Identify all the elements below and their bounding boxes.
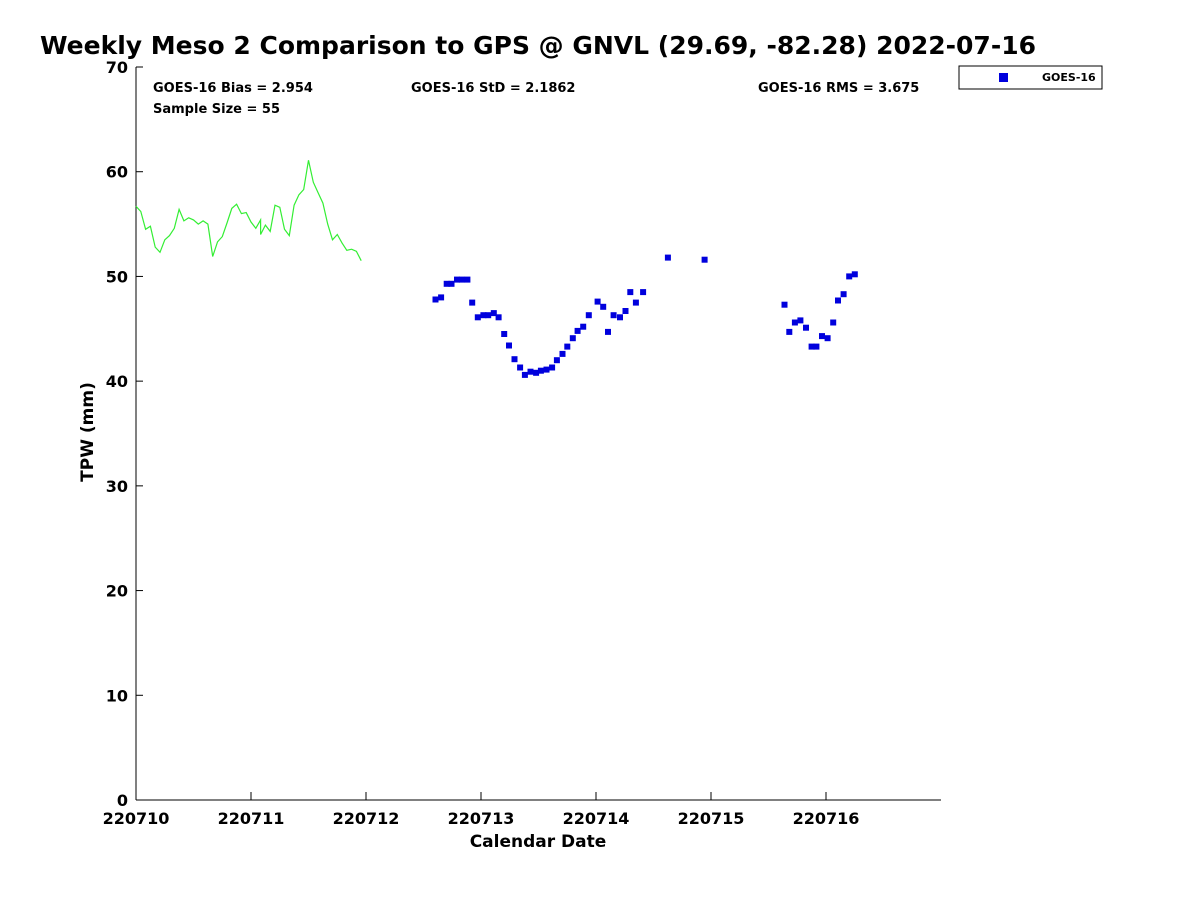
- legend-marker-goes16: [999, 73, 1008, 82]
- y-tick-label: 10: [106, 686, 128, 705]
- stat-bias: GOES-16 Bias = 2.954: [153, 81, 313, 96]
- goes16-point: [824, 335, 831, 342]
- y-tick-label: 0: [117, 791, 128, 810]
- goes16-point: [808, 343, 815, 350]
- goes16-point: [564, 343, 571, 350]
- y-axis-label: TPW (mm): [78, 382, 98, 482]
- goes16-point: [469, 299, 476, 306]
- stat-sample-size: Sample Size = 55: [153, 102, 280, 117]
- goes16-point: [432, 296, 439, 303]
- x-tick-label: 220715: [678, 809, 745, 828]
- x-tick-label: 220714: [563, 809, 630, 828]
- goes16-point: [622, 308, 629, 314]
- goes16-point: [600, 303, 607, 310]
- goes16-point: [851, 271, 858, 278]
- x-tick-label: 220713: [448, 809, 515, 828]
- goes16-point: [458, 276, 465, 283]
- goes16-point: [813, 343, 820, 350]
- goes16-point: [791, 319, 798, 326]
- y-tick-label: 40: [106, 372, 128, 391]
- goes16-point: [797, 317, 804, 324]
- goes16-point: [537, 367, 544, 374]
- goes16-point: [543, 366, 550, 373]
- goes16-point: [627, 289, 634, 296]
- goes16-point: [511, 356, 518, 363]
- goes16-point: [485, 312, 492, 319]
- y-tick-label: 50: [106, 267, 128, 286]
- goes16-point: [605, 328, 611, 335]
- goes16-point: [617, 314, 623, 321]
- goes16-point: [610, 312, 617, 319]
- goes16-point: [803, 324, 809, 331]
- goes16-point: [830, 319, 837, 326]
- legend-box: [958, 65, 1103, 90]
- goes16-point: [501, 331, 508, 337]
- goes16-point: [533, 369, 540, 376]
- goes16-point: [585, 312, 592, 319]
- chart-title: Weekly Meso 2 Comparison to GPS @ GNVL (…: [40, 31, 1036, 60]
- goes16-point: [517, 364, 524, 371]
- goes16-point: [580, 323, 587, 330]
- goes16-point: [553, 357, 560, 364]
- goes16-point: [640, 289, 647, 296]
- stat-std: GOES-16 StD = 2.1862: [411, 81, 575, 96]
- goes16-point: [835, 297, 841, 304]
- x-tick-label: 220716: [793, 809, 860, 828]
- goes16-point: [443, 280, 450, 287]
- goes16-point: [632, 299, 639, 306]
- goes16-point: [549, 364, 556, 371]
- legend-label-goes16: GOES-16: [1042, 71, 1096, 84]
- goes16-point: [454, 276, 460, 283]
- goes16-point: [781, 301, 788, 308]
- goes16-point: [527, 368, 534, 375]
- goes16-point: [490, 310, 497, 317]
- y-tick-label: 60: [106, 163, 128, 182]
- x-axis-label: Calendar Date: [470, 832, 607, 852]
- x-tick-label: 220712: [333, 809, 400, 828]
- goes16-point: [701, 256, 708, 263]
- goes16-point: [480, 312, 487, 319]
- goes16-point: [846, 273, 853, 280]
- goes16-point: [506, 342, 512, 349]
- stat-rms: GOES-16 RMS = 3.675: [758, 81, 919, 96]
- goes16-point: [464, 276, 471, 283]
- goes16-point: [819, 333, 825, 340]
- x-tick-label: 220710: [103, 809, 170, 828]
- goes16-point: [474, 314, 481, 321]
- goes16-point: [569, 335, 576, 342]
- goes16-point: [786, 328, 793, 335]
- goes16-point: [495, 314, 502, 321]
- goes16-point: [594, 298, 601, 305]
- y-tick-label: 20: [106, 582, 128, 601]
- goes16-point: [521, 371, 528, 378]
- legend: GOES-16: [958, 65, 1103, 90]
- goes16-point: [438, 294, 445, 301]
- goes16-point: [559, 350, 566, 357]
- goes16-point: [574, 327, 581, 334]
- y-tick-label: 30: [106, 477, 128, 496]
- plot-area: 0 10 20 30 40 50 60 70 220710 220711 220712 220713 2…: [103, 58, 941, 828]
- x-tick-label: 220711: [218, 809, 285, 828]
- gps-series-line: [135, 160, 362, 261]
- goes16-point: [664, 254, 671, 261]
- y-tick-label: 70: [106, 58, 128, 77]
- goes16-point: [448, 280, 455, 287]
- goes16-point: [840, 291, 847, 298]
